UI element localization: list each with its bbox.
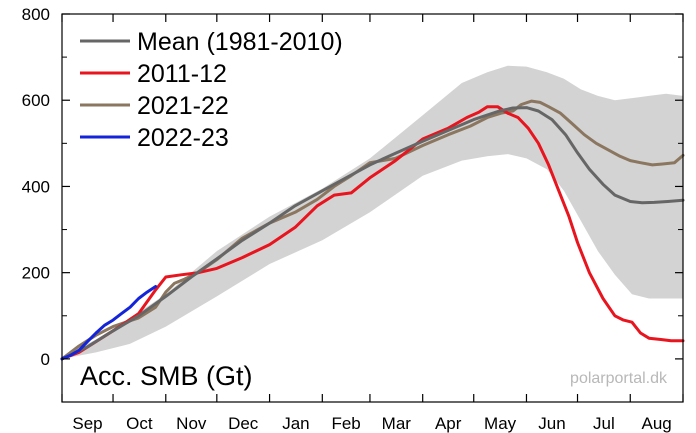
- x-tick-label: Jan: [282, 414, 309, 433]
- x-tick-label: Aug: [642, 414, 672, 433]
- y-tick-label: 600: [22, 91, 50, 110]
- x-tick-label: Sep: [72, 414, 102, 433]
- legend: Mean (1981-2010) 2011-12 2021-22 2022-23: [80, 28, 343, 152]
- legend-label: 2011-12: [137, 60, 227, 88]
- series-lines-layer: [60, 99, 685, 361]
- plot-frame: [61, 13, 684, 403]
- range-band-layer: [62, 65, 683, 359]
- acc-smb-label: Acc. SMB (Gt): [80, 361, 253, 391]
- legend-label: Mean (1981-2010): [137, 28, 343, 56]
- series-line-2021-22: [60, 99, 685, 361]
- x-tick-label: Mar: [382, 414, 412, 433]
- range-band: [62, 65, 683, 359]
- series-line-2011-12: [60, 105, 685, 361]
- x-tick-label: Jun: [538, 414, 565, 433]
- x-axis: Sep Oct Nov Dec Jan Feb Mar Apr May Jun Jul Aug: [61, 14, 684, 433]
- y-tick-label: 400: [22, 177, 50, 196]
- legend-label: 2021-22: [137, 92, 229, 120]
- y-tick-label: 200: [22, 264, 50, 283]
- polarportal-watermark: polarportal.dk: [570, 370, 668, 387]
- series-line-mean-1981-2010-: [60, 106, 685, 361]
- y-axis: 0 200 400 600 800: [22, 5, 683, 403]
- x-tick-label: Feb: [331, 414, 360, 433]
- legend-label: 2022-23: [137, 124, 229, 152]
- x-tick-label: Jul: [593, 414, 615, 433]
- series-line-2022-23: [60, 285, 158, 361]
- x-tick-label: Oct: [126, 414, 153, 433]
- y-tick-label: 800: [22, 5, 50, 24]
- x-tick-label: Nov: [176, 414, 207, 433]
- x-tick-label: Dec: [228, 414, 259, 433]
- y-tick-label: 0: [41, 350, 50, 369]
- x-tick-label: Apr: [435, 414, 462, 433]
- x-tick-label: May: [484, 414, 517, 433]
